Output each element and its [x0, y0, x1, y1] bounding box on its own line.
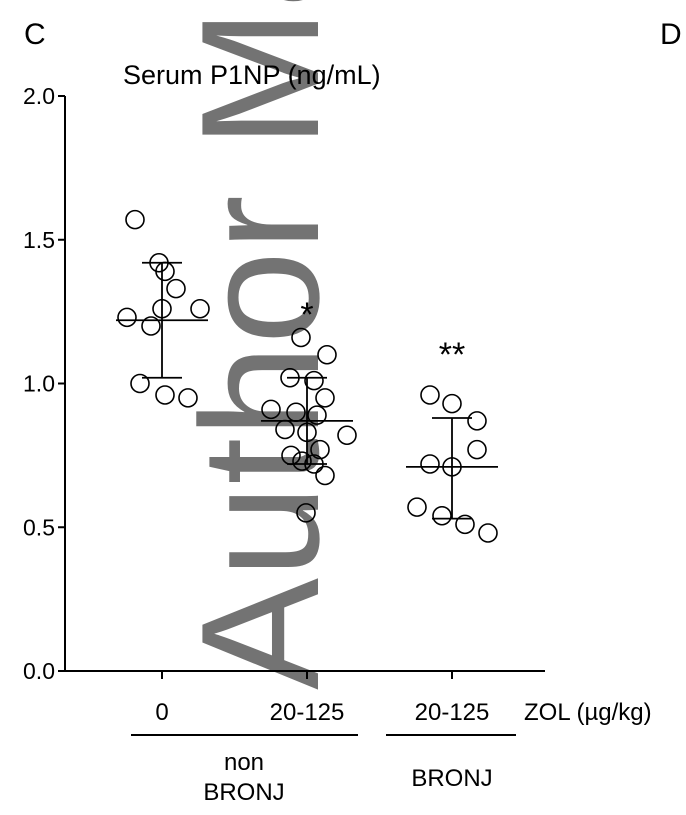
data-point	[420, 385, 440, 405]
data-point	[432, 505, 452, 526]
y-tick-label: 1.5	[23, 227, 55, 253]
watermark-text: Author Ma	[166, 0, 354, 690]
y-tick-label: 1.0	[23, 371, 55, 397]
data-point	[125, 209, 145, 230]
data-point	[407, 497, 427, 517]
data-point	[141, 316, 161, 336]
data-point	[130, 373, 150, 394]
group-label-bronj: BRONJ	[411, 765, 492, 792]
x-unit-label: ZOL (µg/kg)	[524, 699, 652, 726]
data-marks: ***	[116, 209, 498, 543]
chart-title: Serum P1NP (ng/mL)	[123, 60, 381, 90]
x-tick-label: 0	[155, 699, 168, 726]
data-point	[315, 388, 335, 408]
significance-marker: **	[439, 336, 465, 374]
panel-label: C	[24, 18, 46, 51]
data-point	[310, 439, 330, 460]
significance-marker: *	[300, 296, 313, 334]
data-point	[455, 514, 475, 535]
next-panel-label: D	[660, 18, 682, 51]
data-point	[155, 385, 175, 405]
group-label-non-line1: non	[224, 749, 264, 776]
x-tick-label: 20-125	[270, 699, 345, 726]
data-point	[307, 405, 327, 425]
data-point	[420, 454, 440, 474]
data-point	[304, 370, 324, 391]
data-point	[296, 503, 316, 523]
data-point	[467, 411, 487, 431]
y-tick-label: 0.5	[23, 514, 55, 540]
y-tick-label: 0.0	[23, 658, 55, 684]
data-point	[467, 439, 487, 460]
data-point	[337, 425, 357, 446]
data-point	[261, 399, 281, 420]
data-point	[117, 307, 137, 328]
data-point	[292, 451, 312, 471]
y-ticks: 0.0 0.5 1.0 1.5 2.0	[23, 83, 65, 684]
data-point	[166, 278, 186, 299]
group-label-non-line2: BRONJ	[203, 779, 284, 806]
data-point	[178, 388, 198, 408]
data-point	[190, 298, 210, 319]
x-tick-label: 20-125	[415, 699, 490, 726]
data-point	[317, 344, 337, 365]
watermark: Author Ma	[166, 0, 354, 690]
x-ticks: 0 20-125 20-125	[155, 671, 489, 726]
data-point	[442, 393, 462, 414]
y-tick-label: 2.0	[23, 83, 55, 109]
data-point	[291, 327, 311, 348]
data-point	[478, 523, 498, 543]
data-point	[315, 465, 335, 486]
